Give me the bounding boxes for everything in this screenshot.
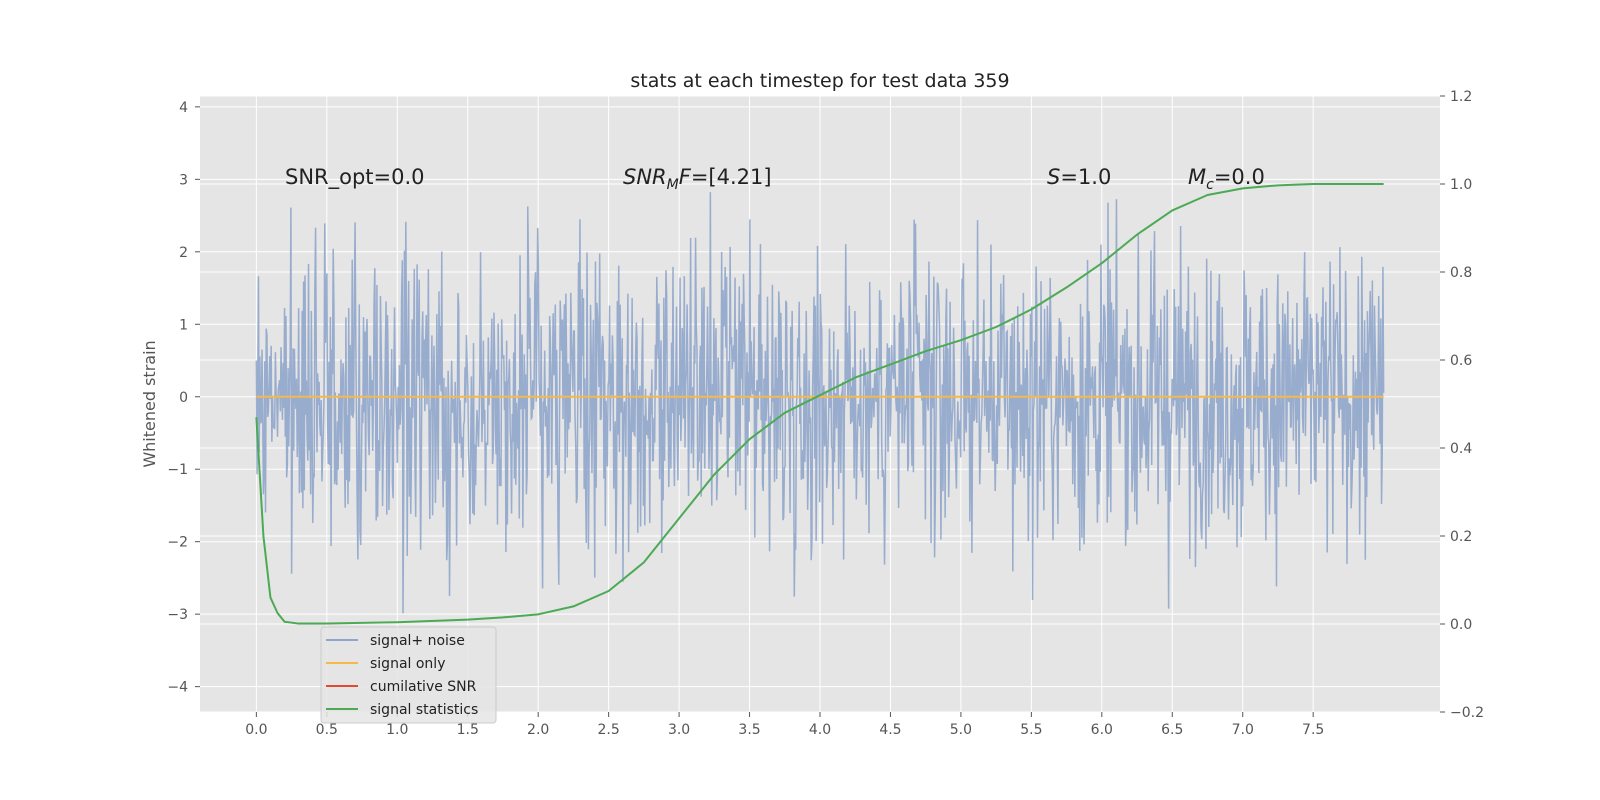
y-tick-label: 1 — [179, 317, 188, 333]
annotation-mc: Mc=0.0 — [1188, 165, 1265, 193]
x-tick-label: 0.5 — [316, 722, 338, 738]
annotation-mc-value: =0.0 — [1214, 165, 1265, 189]
annotation-snr-opt: SNR_opt=0.0 — [285, 165, 425, 190]
annotation-s: S=1.0 — [1047, 165, 1111, 189]
y2-tick-label: 0.4 — [1450, 441, 1472, 457]
y-tick-label: −1 — [167, 462, 188, 478]
line-signal-noise — [255, 192, 1385, 614]
y-tick-label: −4 — [167, 680, 188, 696]
x-tick-label: 0.0 — [245, 722, 267, 738]
y-tick-label: 2 — [179, 245, 188, 261]
y2-tick-label: 0.6 — [1450, 353, 1472, 369]
legend-label-cumulative-snr: cumilative SNR — [370, 679, 477, 695]
series-signal-noise — [255, 192, 1385, 614]
x-tick-label: 6.0 — [1091, 722, 1113, 738]
annotation-mc-subscript: c — [1206, 177, 1214, 193]
legend-label-signal-noise: signal+ noise — [370, 633, 465, 649]
y-tick-label: 3 — [179, 172, 188, 188]
x-tick-label: 3.5 — [738, 722, 760, 738]
annotation-snr-mf-value: =[4.21] — [691, 165, 772, 189]
y-tick-label: −2 — [167, 535, 188, 551]
y-axis-title: Whitened strain — [140, 340, 159, 467]
series-lines — [255, 183, 1384, 625]
x-axis: 0.0 0.5 1.0 1.5 2.0 2.5 3.0 3.5 4.0 4.5 5.0 5.5 6.0 6… — [245, 712, 1324, 738]
x-tick-label: 5.5 — [1020, 722, 1042, 738]
left-y-axis: 4 3 2 1 0 −1 −2 −3 −4 — [167, 100, 200, 696]
legend: signal+ noise signal only cumilative SNR… — [320, 626, 497, 724]
annotations: SNR_opt=0.0 SNRMF=[4.21] S=1.0 Mc=0.0 — [285, 165, 1265, 193]
annotation-snr-mf-symbol: SNR — [623, 165, 667, 189]
legend-label-signal-only: signal only — [370, 656, 445, 672]
annotation-s-value: =1.0 — [1060, 165, 1111, 189]
legend-box — [320, 626, 497, 724]
y2-tick-label: 0.8 — [1450, 265, 1472, 281]
y-tick-label: −3 — [167, 607, 188, 623]
y2-tick-label: −0.2 — [1450, 705, 1484, 721]
annotation-snr-mf-f: F — [679, 165, 692, 189]
y2-tick-label: 1.2 — [1450, 89, 1472, 105]
annotation-snr-mf-subscript: M — [667, 177, 679, 193]
right-y-axis: 1.2 1.0 0.8 0.6 0.4 0.2 0.0 −0.2 — [1440, 89, 1484, 721]
x-tick-label: 3.0 — [668, 722, 690, 738]
y2-tick-label: 1.0 — [1450, 177, 1472, 193]
x-tick-label: 5.0 — [950, 722, 972, 738]
x-tick-label: 7.0 — [1232, 722, 1254, 738]
x-tick-label: 7.5 — [1302, 722, 1324, 738]
x-tick-label: 1.0 — [386, 722, 408, 738]
chart-title: stats at each timestep for test data 359 — [630, 70, 1009, 92]
line-signal-statistics — [255, 183, 1384, 625]
y-tick-label: 0 — [179, 390, 188, 406]
annotation-mc-symbol: M — [1188, 165, 1206, 189]
y-tick-label: 4 — [179, 100, 188, 116]
x-tick-label: 6.5 — [1161, 722, 1183, 738]
x-tick-label: 2.0 — [527, 722, 549, 738]
y2-tick-label: 0.0 — [1450, 617, 1472, 633]
legend-label-signal-statistics: signal statistics — [370, 702, 478, 718]
x-tick-label: 1.5 — [457, 722, 479, 738]
y2-tick-label: 0.2 — [1450, 529, 1472, 545]
annotation-snr-mf: SNRMF=[4.21] — [623, 165, 772, 193]
x-tick-label: 4.0 — [809, 722, 831, 738]
annotation-s-symbol: S — [1047, 165, 1060, 189]
x-tick-label: 2.5 — [598, 722, 620, 738]
x-tick-label: 4.5 — [879, 722, 901, 738]
